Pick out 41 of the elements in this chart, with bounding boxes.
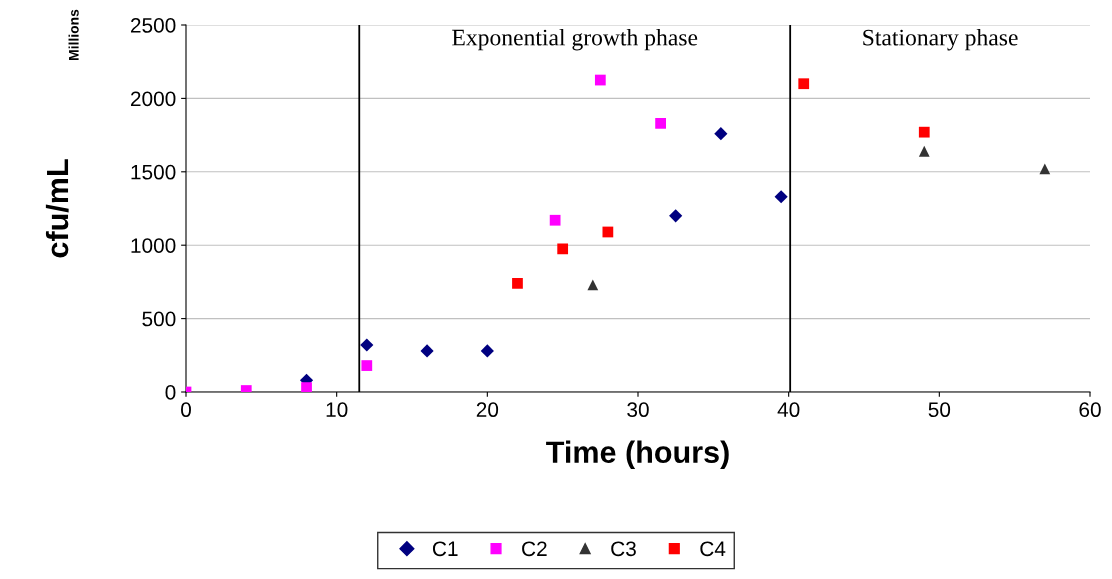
point [918, 126, 930, 138]
x-axis-title: Time (hours) [546, 440, 729, 470]
point [301, 382, 312, 392]
y-axis-title: cfu/mL [45, 159, 69, 258]
point [512, 277, 523, 289]
annotation: Stationary phase [863, 28, 1018, 51]
point [655, 117, 666, 129]
point [480, 344, 494, 358]
legend-label: C1 [432, 541, 458, 557]
x-tick-label: 30 [627, 402, 649, 418]
legend-label: C4 [700, 541, 726, 557]
x-tick-label: 10 [326, 402, 348, 418]
y-tick-label: 2500 [130, 18, 176, 33]
point [549, 214, 561, 226]
x-tick-label: 0 [181, 402, 191, 418]
point [1039, 163, 1051, 175]
point [594, 74, 606, 86]
text: Millions [68, 9, 79, 60]
annotation: Exponential growth phase [452, 28, 698, 51]
y-tick-label: 0 [165, 385, 176, 400]
point [360, 338, 374, 352]
y-tick-label: 2000 [130, 91, 176, 107]
y-tick-label: 1000 [131, 238, 176, 253]
legend-label: C3 [611, 541, 636, 557]
legend-label: C2 [522, 541, 547, 557]
point [361, 360, 373, 371]
point [587, 279, 599, 291]
point [798, 78, 810, 90]
y-tick-label: 500 [142, 311, 176, 327]
point [918, 145, 930, 157]
point [714, 127, 728, 141]
point [557, 243, 569, 255]
x-tick-label: 60 [1079, 402, 1101, 418]
y-tick-label: 1500 [131, 164, 176, 180]
point [669, 209, 683, 223]
x-tick-label: 50 [928, 402, 951, 418]
x-tick-label: 40 [777, 402, 800, 418]
point [420, 344, 434, 358]
point [602, 226, 614, 238]
point [774, 190, 788, 204]
x-tick-label: 20 [476, 402, 499, 418]
